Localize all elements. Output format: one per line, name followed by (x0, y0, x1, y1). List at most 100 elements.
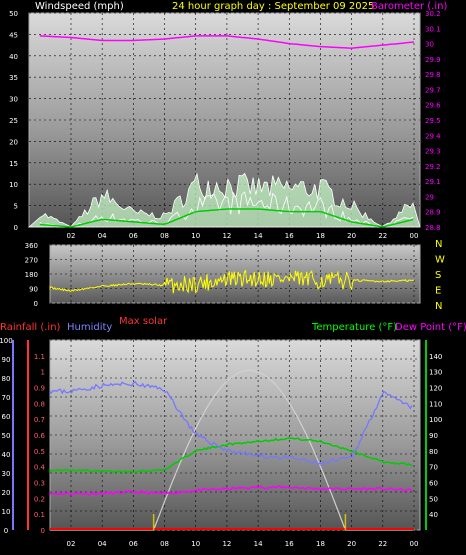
time-tick-label: 02 (67, 540, 76, 548)
humidity-tick-label: 20 (2, 489, 11, 497)
rain-tick-label: 0.3 (34, 480, 45, 488)
windspeed-tick-label: 45 (9, 31, 18, 39)
rain-tick-label: 1 (41, 369, 45, 377)
windspeed-tick-label: 25 (9, 117, 18, 125)
humidity-tick-label: 10 (2, 508, 11, 516)
temperature-tick-label: 40 (429, 511, 438, 519)
rain-tick-label: 1.1 (34, 353, 45, 361)
temperature-tick-label: 100 (429, 416, 442, 424)
time-tick-label: 16 (285, 540, 294, 548)
barometer-tick-label: 29.2 (425, 163, 441, 171)
time-tick-label: 08 (160, 540, 169, 548)
time-tick-label: 22 (378, 232, 387, 240)
temperature-tick-label: 110 (429, 400, 442, 408)
humidity-tick-label: 40 (2, 451, 11, 459)
windspeed-axis: 0 5 10 15 20 25 30 35 40 45 50 (9, 10, 18, 232)
direction-tick-label: 90 (29, 286, 38, 294)
windspeed-tick-label: 40 (9, 53, 18, 61)
rain-tick-label: 0.1 (34, 511, 45, 519)
humidity-tick-label: 50 (2, 432, 11, 440)
time-tick-label: 00 (410, 232, 419, 240)
rain-tick-label: 0.9 (34, 385, 45, 393)
barometer-series (39, 35, 415, 49)
time-tick-label: 20 (347, 540, 356, 548)
time-tick-label: 12 (222, 232, 231, 240)
time-tick-label: 06 (129, 540, 138, 548)
temperature-tick-label: 80 (429, 448, 438, 456)
rain-tick-label: 0.4 (34, 464, 46, 472)
barometer-tick-label: 29.5 (425, 117, 441, 125)
time-tick-label: 22 (378, 540, 387, 548)
temperature-tick-label: 60 (429, 480, 438, 488)
humidity-tick-label: 0 (4, 527, 8, 535)
average-wind-series (39, 208, 414, 228)
windspeed-tick-label: 35 (9, 74, 18, 82)
barometer-tick-label: 30 (425, 41, 434, 49)
direction-tick-label: 360 (25, 242, 38, 250)
temperature-tick-label: 70 (429, 464, 438, 472)
humidity-tick-label: 80 (2, 375, 11, 383)
barometer-tick-label: 29.9 (425, 56, 441, 64)
time-tick-label: 18 (316, 232, 325, 240)
temp-panel-series (49, 369, 414, 531)
time-tick-label: 20 (347, 232, 356, 240)
direction-axis: 0 90 180 270 360 (25, 242, 38, 308)
direction-tick-label: 270 (25, 257, 38, 265)
temperature-tick-label: 140 (429, 353, 442, 361)
temperature-axis-title: Temperature (°F) (311, 322, 397, 333)
compass-label: N (435, 239, 442, 250)
rainfall-axis-title: Rainfall (.in) (0, 322, 61, 333)
humidity-tick-label: 90 (2, 356, 11, 364)
dew-point-axis-title: Dew Point (°F) (395, 322, 466, 333)
barometer-tick-label: 28.9 (425, 209, 441, 217)
windspeed-tick-label: 50 (9, 10, 18, 18)
barometer-tick-label: 29.7 (425, 86, 441, 94)
windspeed-series (39, 191, 414, 228)
humidity-axis: 0 10 20 30 40 50 60 70 80 90 100 (0, 337, 13, 535)
temperature-axis: 40 50 60 70 80 90 100 110 120 130 140 (429, 353, 442, 519)
max-solar-label: Max solar (119, 316, 168, 327)
windspeed-tick-label: 10 (9, 181, 18, 189)
windspeed-axis-title: Windspeed (mph) (35, 1, 124, 12)
temperature-series (49, 437, 413, 474)
time-tick-label: 06 (129, 232, 138, 240)
humidity-tick-label: 100 (0, 337, 13, 345)
barometer-tick-label: 29.8 (425, 71, 441, 79)
barometer-tick-label: 28.8 (425, 224, 441, 232)
humidity-tick-label: 70 (2, 394, 11, 402)
time-tick-label: 10 (191, 540, 200, 548)
rain-tick-label: 0.6 (34, 432, 46, 440)
compass-label: S (435, 270, 441, 281)
humidity-tick-label: 30 (2, 470, 11, 478)
wind-panel-x-axis: 02 04 06 08 10 12 14 16 18 20 22 00 (67, 232, 419, 240)
time-tick-label: 08 (160, 232, 169, 240)
time-tick-label: 02 (67, 232, 76, 240)
rain-tick-label: 0.8 (34, 400, 45, 408)
rain-axis: 0 0.1 0.2 0.3 0.4 0.5 0.6 0.7 0.8 0.9 1 1.1 (34, 353, 46, 535)
rain-tick-label: 0.2 (34, 495, 45, 503)
windspeed-tick-label: 5 (14, 203, 18, 211)
time-tick-label: 04 (98, 540, 107, 548)
humidity-tick-label: 60 (2, 413, 11, 421)
windspeed-tick-label: 15 (9, 160, 18, 168)
temperature-tick-label: 130 (429, 369, 442, 377)
graph-title: 24 hour graph day : September 09 2025 (172, 1, 374, 12)
windspeed-tick-label: 30 (9, 96, 18, 104)
temperature-tick-label: 50 (429, 495, 438, 503)
time-tick-label: 16 (285, 232, 294, 240)
barometer-tick-label: 29.4 (425, 132, 441, 140)
rain-tick-label: 0 (41, 527, 45, 535)
barometer-tick-label: 29.3 (425, 148, 441, 156)
windspeed-tick-label: 20 (9, 138, 18, 146)
humidity-series (49, 380, 413, 467)
time-tick-label: 14 (254, 232, 263, 240)
time-tick-label: 12 (222, 540, 231, 548)
barometer-tick-label: 30.2 (425, 10, 441, 18)
barometer-axis: 28.8 28.9 29 29.1 29.2 29.3 29.4 29.5 29.6 29.7 29… (425, 10, 441, 232)
barometer-axis-title: Barometer (.in) (371, 1, 447, 12)
compass-label: W (435, 255, 445, 266)
time-tick-label: 18 (316, 540, 325, 548)
compass-label: E (435, 286, 441, 297)
wind-panel-series (27, 35, 421, 228)
